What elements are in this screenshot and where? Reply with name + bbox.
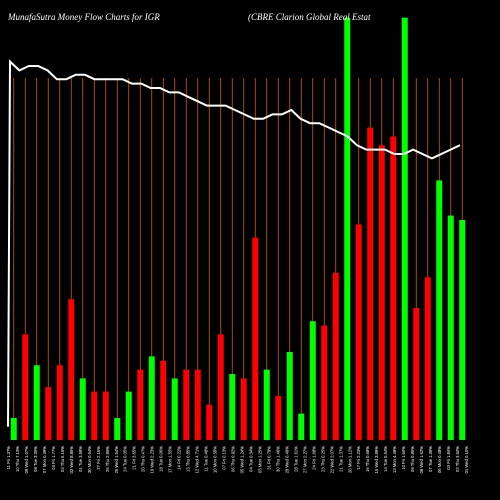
- x-tick-label: 17 Mon 1.55%: [168, 446, 173, 473]
- bar: [125, 391, 132, 440]
- x-tick-label: 21 Tue 1.37%: [338, 446, 343, 472]
- x-tick-label: 29 Wed 0.49%: [284, 446, 289, 474]
- x-tick-label: 18 Tue 0.06%: [159, 446, 164, 472]
- x-tick-label: 20 Mon 1.12%: [347, 446, 352, 473]
- bar: [148, 356, 155, 440]
- x-tick-label: 06 Thu 0.92%: [231, 446, 236, 472]
- bar: [79, 378, 86, 440]
- bar: [206, 404, 213, 440]
- bar: [229, 374, 236, 440]
- x-tick-label: 24 Tue 0.05%: [123, 446, 128, 472]
- x-tick-label: 13 Thu 0.85%: [186, 446, 191, 472]
- x-tick-label: 11 Tue 0.48%: [204, 446, 209, 472]
- x-tick-label: 25 Wed 1.54%: [114, 446, 119, 474]
- bar: [378, 145, 385, 440]
- x-tick-label: 09 Wed 1.07%: [24, 446, 29, 474]
- bar: [309, 321, 316, 440]
- bar: [137, 369, 144, 440]
- bar: [114, 418, 121, 440]
- x-tick-label: 26 Thu 2.95%: [105, 446, 110, 472]
- x-tick-label: 02 Thu 3.50%: [455, 446, 460, 472]
- bar: [436, 180, 443, 440]
- x-tick-label: 20 Thu 0.47%: [141, 446, 146, 472]
- bar: [390, 136, 397, 440]
- bar: [459, 220, 466, 440]
- bar: [355, 224, 362, 440]
- x-tick-label: 27 Mon 2.27%: [302, 446, 307, 473]
- x-tick-label: 11 Fri 1.37%: [6, 446, 11, 470]
- x-tick-label: 07 Tue 1.39%: [428, 446, 433, 472]
- x-tick-label: 01 Tue 3.58%: [78, 446, 83, 472]
- x-tick-label: 30 Mon 0.64%: [87, 446, 92, 473]
- bar: [10, 418, 17, 440]
- x-tick-label: 05 Wed 1.24%: [239, 446, 244, 474]
- x-tick-label: 24 Fri 1.68%: [311, 446, 316, 470]
- x-tick-label: 12 Wed 4.71%: [195, 446, 200, 474]
- chart-title-right: (CBRE Clarion Global Real Estat: [248, 12, 371, 22]
- x-tick-label: 23 Thu 0.25%: [320, 446, 325, 472]
- x-tick-label: 03 Thu 6.16%: [60, 446, 65, 472]
- bar: [194, 369, 201, 440]
- bar: [68, 299, 75, 440]
- bar: [263, 369, 270, 440]
- x-tick-label: 09 Thu 0.85%: [410, 446, 415, 472]
- bar: [45, 387, 52, 440]
- x-tick-label: 06 Mon 0.48%: [437, 446, 442, 473]
- x-tick-label: 10 Fri 1.60%: [401, 446, 406, 470]
- bar: [332, 272, 339, 440]
- x-tick-label: 21 Fri 3.65%: [132, 446, 137, 470]
- x-tick-label: 07 Fri 0.13%: [222, 446, 227, 470]
- x-tick-label: 30 Thu 1.46%: [275, 446, 280, 472]
- bar: [217, 334, 224, 440]
- bar: [447, 215, 454, 440]
- x-tick-label: 08 Wed 1.62%: [419, 446, 424, 474]
- x-tick-label: 19 Wed 2.23%: [150, 446, 155, 474]
- x-tick-label: 17 Fri 2.23%: [356, 446, 361, 470]
- bar: [160, 360, 167, 440]
- x-tick-label: 03 Mon 1.25%: [257, 446, 262, 473]
- chart-title-left: MunafaSutra Money Flow Charts for IGR: [7, 12, 160, 22]
- bar: [298, 413, 305, 440]
- bar: [321, 325, 328, 440]
- x-tick-label: 08 Tue 3.35%: [33, 446, 38, 472]
- bar: [240, 378, 247, 440]
- bar: [401, 17, 408, 440]
- x-tick-labels: 11 Fri 1.37% 10 Thu 7.13% 09 Wed 1.07% 08 T…: [6, 446, 469, 474]
- x-tick-label: 14 Tue 5.54%: [383, 446, 388, 472]
- x-tick-label: 07 Mon 0.39%: [42, 446, 47, 473]
- bar: [424, 277, 431, 440]
- x-tick-label: 14 Fri 0.22%: [177, 446, 182, 470]
- bar: [183, 369, 190, 440]
- x-tick-label: 28 Tue 1.61%: [293, 446, 298, 472]
- x-tick-label: 10 Mon 0.58%: [213, 446, 218, 473]
- bar: [171, 378, 178, 440]
- bar: [344, 17, 351, 440]
- bar: [91, 391, 98, 440]
- bar: [275, 396, 282, 440]
- bar: [413, 308, 420, 440]
- bar: [367, 127, 374, 440]
- bar: [252, 237, 259, 440]
- x-tick-label: 27 Fri 2.15%: [96, 446, 101, 470]
- x-tick-label: 04 Tue 0.34%: [248, 446, 253, 472]
- x-tick-label: 02 Wed 8.85%: [69, 446, 74, 474]
- bar: [102, 391, 109, 440]
- x-tick-label: 01 Wed 0.10%: [464, 446, 469, 474]
- x-tick-label: 15 Wed 3.89%: [374, 446, 379, 474]
- x-tick-label: 31 Fri 0.79%: [266, 446, 271, 470]
- x-tick-label: 03 Fri 1.84%: [446, 446, 451, 470]
- price-line: [7, 59, 461, 427]
- bars-group: [10, 17, 466, 440]
- x-tick-label: 04 Fri 1.77%: [51, 446, 56, 470]
- bar: [33, 365, 40, 440]
- bar: [22, 334, 29, 440]
- x-tick-label: 16 Thu 0.58%: [365, 446, 370, 472]
- bar: [286, 352, 293, 440]
- x-tick-label: 13 Mon 4.49%: [392, 446, 397, 473]
- bar: [56, 365, 63, 440]
- x-tick-label: 10 Thu 7.13%: [15, 446, 20, 472]
- x-tick-label: 22 Wed 2.07%: [329, 446, 334, 474]
